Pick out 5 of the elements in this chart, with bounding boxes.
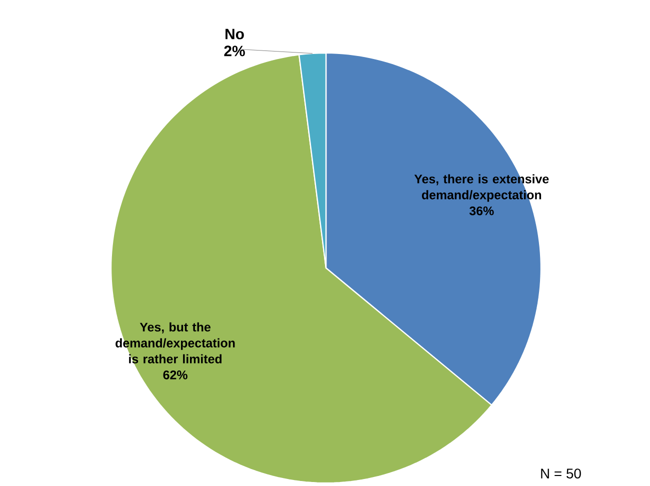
slice-label: No	[226, 28, 244, 40]
data-label: 36%	[469, 206, 494, 216]
data-label: 2%	[224, 46, 245, 56]
data-label: 62%	[163, 370, 188, 380]
text: N = 50	[541, 468, 581, 478]
